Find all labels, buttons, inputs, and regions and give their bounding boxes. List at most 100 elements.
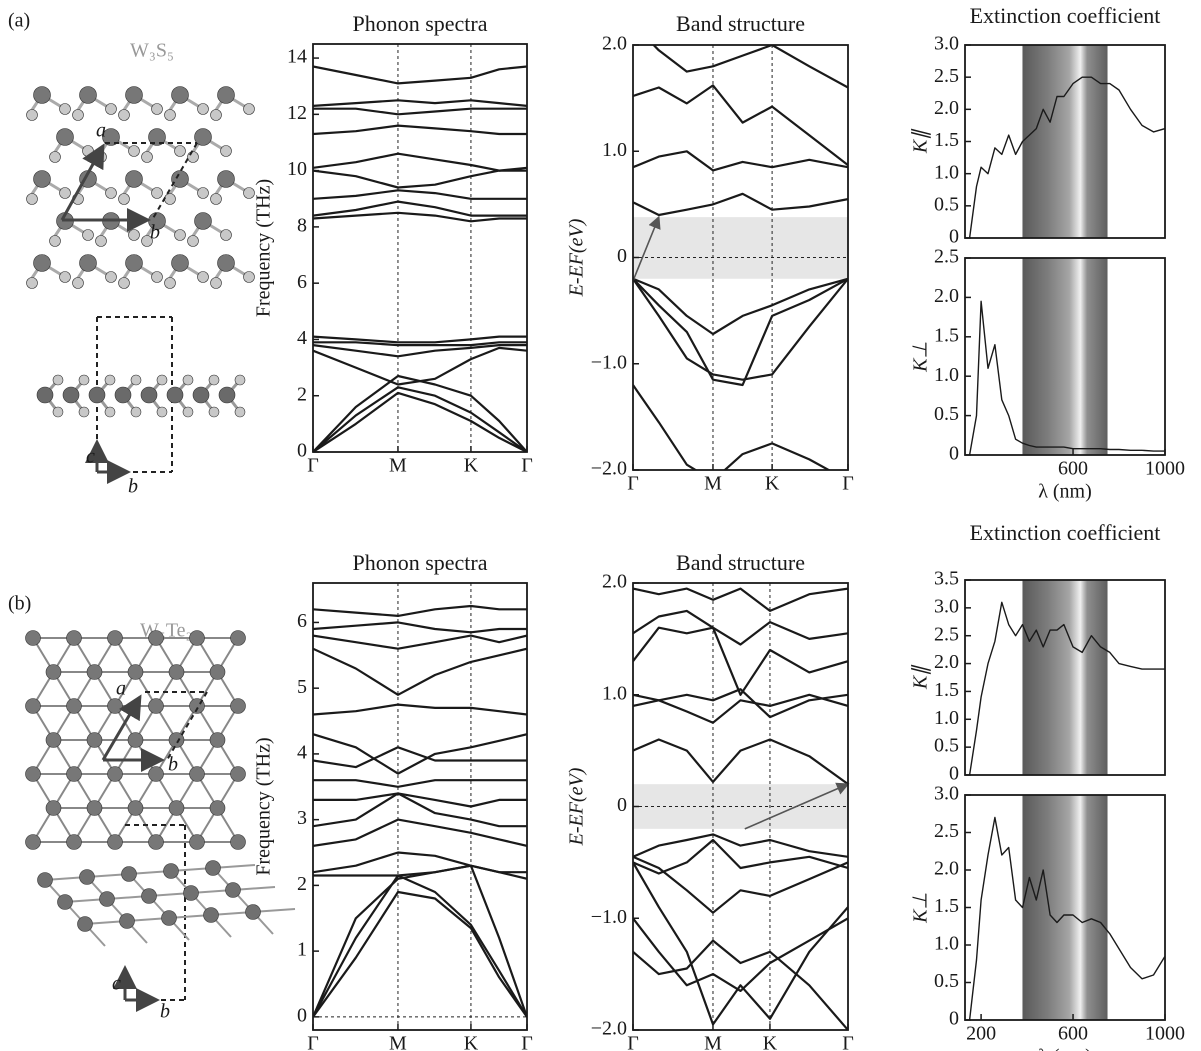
series-line <box>313 747 527 767</box>
x-tick-label: Γ <box>627 473 639 495</box>
y-tick-label: −2.0 <box>591 458 627 480</box>
visible-band <box>1022 45 1107 238</box>
atom <box>131 407 141 417</box>
atom <box>226 883 241 898</box>
y-axis-label: Frequency (THz) <box>253 179 275 317</box>
atom <box>89 387 105 403</box>
y-tick-label: 2.0 <box>602 571 627 593</box>
bond <box>167 692 207 760</box>
y-axis-label: K⊥ <box>910 892 932 924</box>
x-tick-label: Γ <box>627 1033 639 1051</box>
x-tick-label: 600 <box>1058 1023 1088 1045</box>
series-line <box>633 194 848 215</box>
y-tick-label: 0 <box>949 1008 959 1030</box>
y-axis-label: K∥ <box>910 128 932 154</box>
atom <box>210 733 225 748</box>
atom <box>79 407 89 417</box>
y-tick-label: 0.5 <box>934 735 959 757</box>
y-tick-label: 2.5 <box>934 820 959 842</box>
atom <box>27 110 38 121</box>
atom <box>175 146 186 157</box>
y-tick-label: 0 <box>617 245 627 267</box>
atom <box>172 171 189 188</box>
y-axis-label: K∥ <box>910 664 932 690</box>
atom <box>152 104 163 115</box>
y-tick-label: 2 <box>297 873 307 895</box>
atom <box>87 801 102 816</box>
y-tick-label: 1.5 <box>934 895 959 917</box>
y-tick-label: 0 <box>949 226 959 248</box>
chart-title: Extinction coefficient <box>970 520 1161 545</box>
atom <box>108 631 123 646</box>
figure: (a) W₃S₅ (b) W₅Te₂ abcbabcb 02468101214Γ… <box>0 0 1201 1051</box>
atom <box>195 129 212 146</box>
atom <box>190 767 205 782</box>
atom <box>119 194 130 205</box>
y-axis-label: K⊥ <box>910 341 932 373</box>
axis-letter: b <box>168 754 178 776</box>
y-tick-label: 1.5 <box>934 129 959 151</box>
chart-title: Phonon spectra <box>352 11 487 36</box>
y-tick-label: −1.0 <box>591 906 627 928</box>
atom <box>27 194 38 205</box>
y-tick-label: 0 <box>949 443 959 465</box>
atom <box>26 835 41 850</box>
x-tick-label: 1000 <box>1145 1023 1185 1045</box>
atom <box>50 152 61 163</box>
atom <box>188 236 199 247</box>
y-tick-label: 1.0 <box>934 707 959 729</box>
atom <box>46 801 61 816</box>
y-tick-label: 0.5 <box>934 193 959 215</box>
series-line <box>313 780 527 787</box>
series-line <box>633 857 848 913</box>
y-tick-label: 1.0 <box>602 139 627 161</box>
atom <box>221 230 232 241</box>
atom <box>190 835 205 850</box>
plot-area <box>313 44 527 452</box>
y-tick-label: 12 <box>287 102 307 124</box>
y-tick-label: 0 <box>617 794 627 816</box>
atom <box>206 861 221 876</box>
atom <box>50 236 61 247</box>
series-line <box>633 151 848 170</box>
series-line <box>633 834 848 856</box>
y-tick-label: 8 <box>297 214 307 236</box>
visible-band <box>1022 795 1107 1020</box>
atom <box>183 375 193 385</box>
atom <box>60 188 71 199</box>
atom <box>211 110 222 121</box>
x-tick-label: M <box>704 1033 722 1051</box>
x-tick-label: Γ <box>842 1033 854 1051</box>
atom <box>128 733 143 748</box>
x-tick-label: M <box>389 1033 407 1051</box>
y-tick-label: 0.5 <box>934 970 959 992</box>
atom <box>218 171 235 188</box>
atom <box>119 110 130 121</box>
atom <box>58 895 73 910</box>
atom <box>87 733 102 748</box>
y-tick-label: 0 <box>297 1004 307 1026</box>
atom <box>73 110 84 121</box>
y-tick-label: 4 <box>297 327 307 349</box>
series-line <box>313 67 527 84</box>
atom <box>169 665 184 680</box>
atom <box>167 387 183 403</box>
atom <box>221 146 232 157</box>
x-tick-label: 200 <box>966 1023 996 1045</box>
atom <box>165 110 176 121</box>
y-tick-label: 5 <box>297 676 307 698</box>
x-tick-label: Γ <box>842 473 854 495</box>
atom <box>34 87 51 104</box>
y-tick-label: 3.0 <box>934 33 959 55</box>
panel-label: (b) <box>8 593 31 615</box>
y-axis-label: Frequency (THz) <box>253 737 275 875</box>
series-line <box>313 171 527 188</box>
y-tick-label: 1.5 <box>934 679 959 701</box>
series-line <box>633 918 848 991</box>
x-tick-label: Γ <box>521 1033 533 1051</box>
y-tick-label: 3.0 <box>934 783 959 805</box>
x-tick-label: K <box>765 473 780 495</box>
y-tick-label: 6 <box>297 271 307 293</box>
atom <box>198 104 209 115</box>
y-tick-label: 2.0 <box>934 858 959 880</box>
